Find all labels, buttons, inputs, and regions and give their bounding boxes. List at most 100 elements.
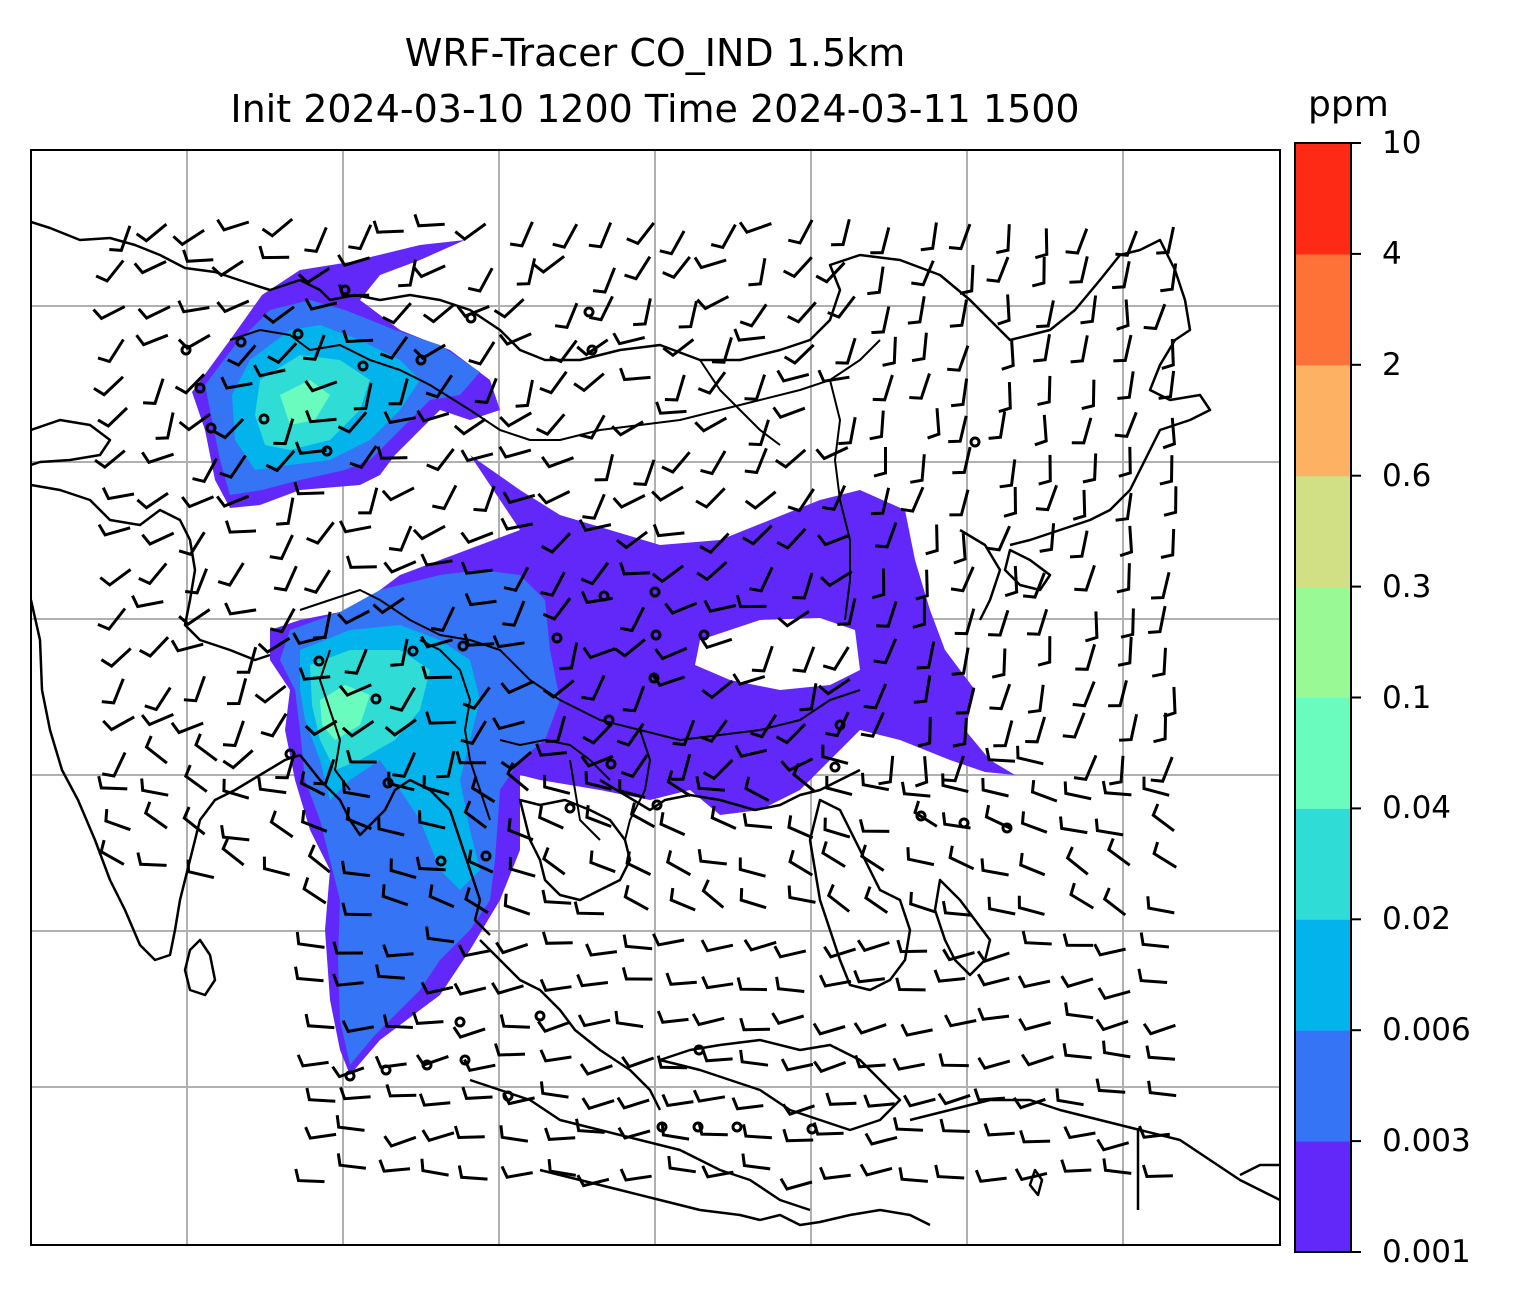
wind-barb (338, 284, 370, 298)
wind-barb (257, 777, 287, 795)
wind-barb (97, 338, 125, 364)
wind-barb (1034, 228, 1049, 260)
wind-barb (1014, 1168, 1048, 1182)
wind-barb (293, 481, 325, 496)
wind-barb (777, 610, 810, 628)
wind-barb (742, 1124, 772, 1140)
wind-barb (815, 446, 849, 461)
wind-barb (1037, 375, 1052, 407)
wind-barb (516, 258, 537, 286)
wind-barb (913, 800, 938, 828)
wind-barb (947, 345, 970, 372)
wind-barb (584, 770, 612, 791)
wind-barb (378, 1159, 411, 1173)
wind-barb (1147, 605, 1167, 634)
wind-barb (332, 973, 364, 987)
wind-barb (780, 1058, 814, 1072)
wind-barb (1020, 811, 1048, 834)
wind-barb (776, 369, 810, 383)
wind-barb (577, 1014, 611, 1028)
wind-barb (823, 817, 851, 839)
wind-barb (178, 412, 211, 432)
wind-barb (948, 415, 968, 444)
colorbar-tick-label: 0.1 (1382, 679, 1432, 716)
wind-barb (776, 527, 807, 550)
wind-barb (695, 776, 726, 792)
wind-barb (426, 447, 455, 472)
wind-barb (951, 647, 970, 676)
wind-barb (265, 449, 296, 473)
wind-barb (779, 1177, 813, 1191)
wind-barb (621, 1055, 655, 1069)
wind-barb (955, 687, 976, 715)
wind-barb (537, 490, 571, 505)
wind-barb (973, 1088, 1006, 1102)
wind-barb (430, 606, 456, 633)
wind-barb (273, 418, 295, 446)
wind-barb (619, 562, 651, 576)
wind-barb (216, 299, 250, 314)
wind-barb (300, 809, 328, 833)
wind-barb (739, 1017, 771, 1032)
wind-barb (296, 1054, 329, 1068)
wind-barb (651, 485, 684, 502)
wind-barb (943, 755, 965, 783)
wind-barb (744, 490, 777, 510)
wind-barb (863, 1094, 895, 1108)
wind-barb (939, 1118, 970, 1133)
wind-barb (537, 805, 564, 830)
wind-barb (1035, 484, 1059, 512)
wind-barb (1027, 684, 1045, 714)
wind-barb (1001, 339, 1015, 371)
wind-barb (624, 255, 652, 281)
wind-barb (738, 221, 772, 234)
wind-barb (1004, 565, 1019, 598)
wind-barb (697, 371, 727, 395)
wind-barb (672, 719, 696, 747)
wind-barb (372, 220, 404, 234)
wind-barb (540, 571, 566, 597)
colorbar-segment (1295, 1030, 1351, 1142)
wind-barb (104, 808, 131, 832)
wind-barb (701, 1165, 734, 1179)
wind-barb (900, 1023, 933, 1037)
wind-barb (425, 711, 457, 725)
wind-barb (787, 488, 815, 513)
wind-barb (100, 647, 132, 668)
wind-barb (109, 225, 132, 252)
wind-barb (217, 562, 245, 587)
wind-barb (461, 1086, 493, 1100)
wind-barb (1080, 295, 1098, 325)
wind-barb (775, 976, 805, 993)
wind-barb (633, 298, 652, 327)
wind-barb (701, 879, 725, 909)
wind-barb (544, 1127, 576, 1141)
wind-barb (699, 719, 728, 744)
wind-barb (305, 1087, 336, 1103)
wind-barb (1151, 803, 1175, 832)
wind-barb (573, 372, 605, 393)
wind-barb (216, 218, 250, 232)
wind-barb (192, 457, 218, 484)
wind-barb (823, 945, 857, 959)
wind-barb (733, 328, 766, 342)
wind-barb (856, 939, 890, 953)
wind-barb (155, 412, 175, 440)
wind-barb (1082, 453, 1098, 484)
wind-barb (453, 982, 487, 996)
wind-barb (594, 453, 615, 482)
wind-barb (952, 717, 968, 748)
wind-barb (671, 753, 692, 781)
wind-barb (95, 259, 125, 283)
wind-barb (898, 1167, 929, 1183)
colorbar-tick-label: 4 (1382, 235, 1402, 272)
wind-barb (942, 948, 975, 962)
wind-barb (379, 336, 409, 360)
wind-barb (734, 744, 768, 758)
wind-barb (341, 860, 371, 878)
wind-barb (99, 839, 125, 866)
wind-barb (788, 849, 814, 877)
wind-barb (696, 295, 730, 311)
wind-barb (1075, 643, 1097, 671)
wind-barb (576, 338, 609, 357)
